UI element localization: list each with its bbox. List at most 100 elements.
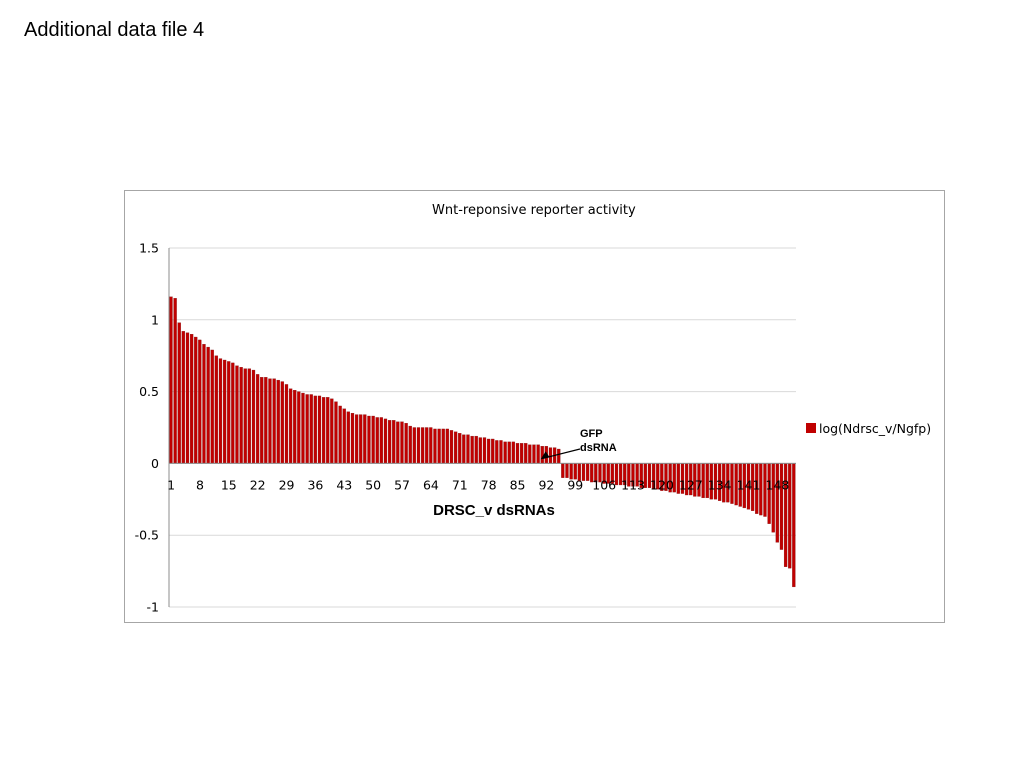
bar-66 bbox=[437, 428, 441, 464]
bar-13 bbox=[218, 358, 223, 464]
bar-26 bbox=[272, 378, 276, 464]
x-tick-label-134: 134 bbox=[708, 477, 732, 492]
bar-79 bbox=[491, 438, 495, 464]
bar-38 bbox=[321, 397, 326, 464]
bar-11 bbox=[210, 349, 214, 464]
bar-14 bbox=[222, 359, 227, 464]
x-tick-label-36: 36 bbox=[307, 477, 323, 492]
bar-67 bbox=[441, 428, 445, 464]
x-axis-label: DRSC_v dsRNAs bbox=[433, 502, 555, 519]
bar-83 bbox=[507, 441, 511, 464]
bar-84 bbox=[511, 441, 515, 464]
bar-91 bbox=[540, 446, 544, 464]
bar-15 bbox=[227, 361, 231, 464]
x-tick-label-29: 29 bbox=[279, 477, 295, 492]
bar-93 bbox=[548, 447, 553, 464]
y-tick-label-0: 1.5 bbox=[139, 241, 159, 256]
bar-3 bbox=[177, 322, 181, 464]
annotation-text-0: GFP bbox=[580, 428, 603, 440]
bar-80 bbox=[495, 440, 499, 464]
bar-82 bbox=[503, 441, 507, 464]
x-tick-label-57: 57 bbox=[394, 477, 410, 492]
bar-36 bbox=[313, 395, 317, 464]
bar-77 bbox=[482, 437, 487, 464]
legend-swatch bbox=[806, 423, 816, 433]
y-tick-label-5: -1 bbox=[147, 600, 159, 615]
y-tick-label-2: 0.5 bbox=[139, 384, 159, 399]
bar-43 bbox=[342, 408, 346, 464]
page-title: Additional data file 4 bbox=[24, 19, 205, 41]
bar-75 bbox=[474, 435, 478, 464]
x-tick-label-99: 99 bbox=[567, 477, 583, 492]
bar-5 bbox=[185, 332, 190, 464]
bar-28 bbox=[280, 381, 284, 464]
bar-48 bbox=[363, 414, 367, 464]
legend-label: log(Ndrsc_v/Ngfp) bbox=[819, 421, 931, 436]
chart-title: Wnt-reponsive reporter activity bbox=[432, 203, 636, 218]
bar-9 bbox=[202, 344, 206, 464]
bar-51 bbox=[375, 417, 379, 464]
bar-17 bbox=[235, 365, 239, 464]
bar-149 bbox=[779, 463, 784, 550]
bar-86 bbox=[519, 443, 524, 464]
bar-1 bbox=[169, 296, 173, 464]
bar-74 bbox=[470, 435, 474, 464]
x-tick-label-78: 78 bbox=[481, 477, 497, 492]
bar-68 bbox=[445, 428, 449, 464]
bar-55 bbox=[392, 420, 396, 464]
bar-37 bbox=[317, 395, 322, 464]
legend: log(Ndrsc_v/Ngfp) bbox=[806, 421, 931, 436]
bar-20 bbox=[247, 368, 251, 464]
bar-81 bbox=[499, 440, 503, 464]
x-tick-label-106: 106 bbox=[592, 477, 616, 492]
annotation-arrow-head bbox=[540, 451, 550, 460]
bar-46 bbox=[354, 414, 359, 464]
bar-62 bbox=[420, 427, 425, 464]
bar-44 bbox=[346, 411, 350, 464]
bar-23 bbox=[260, 377, 264, 464]
bar-53 bbox=[383, 418, 388, 464]
x-tick-label-113: 113 bbox=[621, 477, 645, 492]
x-tick-label-71: 71 bbox=[452, 477, 468, 492]
bar-59 bbox=[408, 425, 412, 464]
bar-65 bbox=[433, 428, 437, 464]
bar-64 bbox=[429, 427, 433, 464]
x-tick-label-148: 148 bbox=[766, 477, 790, 492]
x-tick-label-120: 120 bbox=[650, 477, 674, 492]
bar-22 bbox=[255, 374, 260, 464]
bar-49 bbox=[367, 415, 371, 464]
bar-7 bbox=[194, 336, 198, 464]
bar-2 bbox=[173, 298, 177, 464]
bar-71 bbox=[458, 433, 462, 464]
bar-19 bbox=[243, 368, 247, 464]
bar-32 bbox=[297, 391, 301, 464]
bar-30 bbox=[288, 388, 293, 464]
x-tick-label-92: 92 bbox=[538, 477, 554, 492]
bar-148 bbox=[775, 463, 779, 543]
bar-12 bbox=[214, 355, 218, 464]
y-tick-labels: 1.5 1 0.5 0 -0.5 -1 bbox=[135, 241, 159, 615]
bar-21 bbox=[251, 369, 256, 464]
bar-63 bbox=[425, 427, 429, 464]
annotation-text-1: dsRNA bbox=[580, 442, 617, 454]
bar-97 bbox=[565, 463, 569, 478]
bar-41 bbox=[334, 401, 338, 464]
bar-29 bbox=[284, 384, 289, 464]
bar-147 bbox=[771, 463, 775, 533]
bar-10 bbox=[206, 346, 210, 464]
x-tick-label-141: 141 bbox=[737, 477, 761, 492]
axes bbox=[168, 248, 796, 607]
bar-35 bbox=[309, 394, 313, 464]
x-tick-label-15: 15 bbox=[221, 477, 237, 492]
bar-47 bbox=[359, 414, 363, 464]
bar-25 bbox=[268, 378, 272, 464]
x-tick-label-127: 127 bbox=[679, 477, 703, 492]
bar-85 bbox=[515, 443, 520, 464]
bar-70 bbox=[453, 431, 458, 464]
x-tick-label-1: 1 bbox=[167, 477, 175, 492]
bar-33 bbox=[301, 392, 305, 464]
x-tick-labels: 1 8 15 22 29 36 43 50 57 64 71 78 85 92 99 106 113 120 127… bbox=[167, 477, 789, 492]
x-tick-label-85: 85 bbox=[510, 477, 526, 492]
bar-73 bbox=[466, 434, 470, 464]
